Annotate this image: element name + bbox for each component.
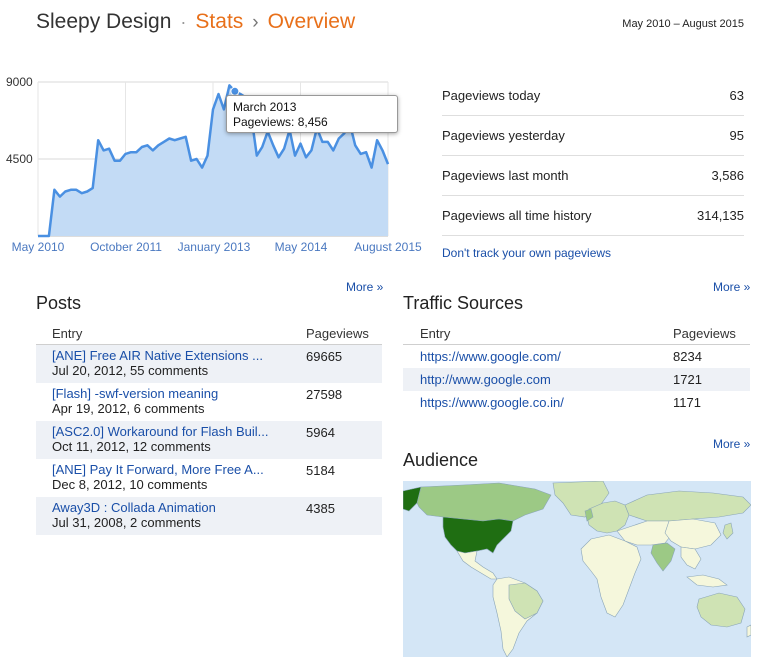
x-tick-label: May 2014	[275, 240, 328, 254]
traffic-source-link[interactable]: http://www.google.com	[420, 372, 551, 387]
y-tick-label: 4500	[6, 152, 33, 166]
stat-value: 314,135	[697, 208, 744, 223]
tooltip-label: March 2013	[233, 100, 297, 114]
audience-more-link[interactable]: More »	[713, 437, 751, 451]
table-row: [ANE] Free AIR Native Extensions ... Jul …	[36, 345, 382, 383]
map-country-europe[interactable]	[586, 500, 630, 534]
post-pageviews: 69665	[306, 349, 343, 364]
x-tick-label: May 2010	[12, 240, 65, 254]
stat-label: Pageviews yesterday	[442, 128, 565, 143]
posts-more-link[interactable]: More »	[346, 280, 384, 294]
traffic-more-link[interactable]: More »	[713, 280, 751, 294]
pageview-stats: Pageviews today 63 Pageviews yesterday 9…	[442, 76, 744, 236]
traffic-pageviews: 1721	[673, 372, 702, 387]
col-pageviews[interactable]: Pageviews	[306, 326, 369, 341]
map-country-indonesia[interactable]	[686, 574, 728, 588]
map-country-africa[interactable]	[580, 534, 642, 618]
post-meta: Apr 19, 2012, 6 comments	[52, 401, 205, 416]
traffic-pageviews: 1171	[673, 395, 701, 410]
table-row: [Flash] -swf-version meaning Apr 19, 2012…	[36, 383, 382, 421]
col-pageviews[interactable]: Pageviews	[673, 326, 736, 341]
post-meta: Jul 31, 2008, 2 comments	[52, 515, 201, 530]
map-country-se-asia[interactable]	[680, 546, 702, 570]
map-country-china[interactable]	[664, 518, 722, 550]
table-row: Away3D : Collada Animation Jul 31, 2008, …	[36, 497, 382, 535]
post-pageviews: 27598	[306, 387, 343, 402]
stat-row-today: Pageviews today 63	[442, 76, 744, 116]
map-country-canada[interactable]	[412, 482, 552, 522]
audience-world-map[interactable]	[403, 481, 751, 657]
map-country-new-zealand[interactable]	[746, 624, 751, 638]
pageviews-line[interactable]	[38, 84, 390, 238]
post-link[interactable]: Away3D : Collada Animation	[52, 500, 216, 515]
table-row: http://www.google.com 1721	[403, 368, 750, 391]
x-tick-label: January 2013	[178, 240, 251, 254]
stat-label: Pageviews all time history	[442, 208, 592, 223]
post-link[interactable]: [ANE] Free AIR Native Extensions ...	[52, 348, 263, 363]
posts-table: Entry Pageviews [ANE] Free AIR Native Ex…	[36, 323, 382, 535]
traffic-source-link[interactable]: https://www.google.com/	[420, 349, 561, 364]
stat-label: Pageviews last month	[442, 168, 569, 183]
map-country-russia[interactable]	[624, 490, 751, 522]
post-meta: Oct 11, 2012, 12 comments	[52, 439, 211, 454]
traffic-source-link[interactable]: https://www.google.co.in/	[420, 395, 564, 410]
map-country-alaska[interactable]	[403, 486, 422, 512]
page-title: Overview	[267, 10, 356, 33]
chart-tooltip: March 2013 Pageviews: 8,456	[226, 95, 398, 133]
stat-row-yesterday: Pageviews yesterday 95	[442, 116, 744, 156]
posts-title: Posts	[36, 293, 82, 313]
pageviews-area	[38, 85, 388, 237]
table-row: [ASC2.0] Workaround for Flash Buil... Oct…	[36, 421, 382, 459]
stat-row-last-month: Pageviews last month 3,586	[442, 156, 744, 196]
traffic-pageviews: 8234	[673, 349, 702, 364]
stat-value: 63	[729, 88, 744, 103]
post-link[interactable]: [ASC2.0] Workaround for Flash Buil...	[52, 424, 269, 439]
post-pageviews: 5184	[306, 463, 335, 478]
table-row: [ANE] Pay It Forward, More Free A... Dec …	[36, 459, 382, 497]
traffic-table: Entry Pageviews https://www.google.com/ …	[403, 323, 750, 414]
dont-track-link[interactable]: Don't track your own pageviews	[442, 246, 612, 260]
map-country-australia[interactable]	[696, 592, 746, 628]
tooltip-value: Pageviews: 8,456	[233, 115, 328, 129]
chevron-right-icon: ›	[252, 12, 259, 33]
stat-label: Pageviews today	[442, 88, 541, 103]
x-tick-label: August 2015	[354, 240, 422, 254]
post-pageviews: 4385	[306, 501, 335, 516]
col-entry[interactable]: Entry	[420, 326, 451, 341]
y-tick-label: 9000	[6, 75, 33, 89]
map-country-japan[interactable]	[722, 522, 734, 540]
post-link[interactable]: [ANE] Pay It Forward, More Free A...	[52, 462, 264, 477]
breadcrumb-stats[interactable]: Stats	[195, 10, 244, 33]
app-name[interactable]: Sleepy Design	[36, 10, 172, 33]
post-pageviews: 5964	[306, 425, 335, 440]
world-map-svg[interactable]	[403, 481, 751, 657]
audience-title: Audience	[403, 450, 479, 470]
post-meta: Dec 8, 2012, 10 comments	[52, 477, 208, 492]
posts-table-header: Entry Pageviews	[36, 323, 382, 345]
map-country-mexico[interactable]	[456, 550, 498, 580]
map-country-brazil[interactable]	[508, 582, 544, 620]
map-country-usa[interactable]	[442, 516, 514, 554]
breadcrumb: Sleepy Design · Stats › Overview	[36, 10, 355, 40]
post-meta: Jul 20, 2012, 55 comments	[52, 363, 209, 378]
traffic-title: Traffic Sources	[403, 293, 524, 313]
date-range[interactable]: May 2010 – August 2015	[622, 18, 744, 30]
stat-row-all-time: Pageviews all time history 314,135	[442, 196, 744, 236]
table-row: https://www.google.com/ 8234	[403, 345, 750, 368]
traffic-table-header: Entry Pageviews	[403, 323, 750, 345]
post-link[interactable]: [Flash] -swf-version meaning	[52, 386, 219, 401]
col-entry[interactable]: Entry	[52, 326, 83, 341]
table-row: https://www.google.co.in/ 1171	[403, 391, 750, 414]
stat-value: 95	[729, 128, 744, 143]
map-country-uk[interactable]	[584, 508, 594, 522]
x-tick-label: October 2011	[90, 240, 162, 254]
stat-value: 3,586	[711, 168, 744, 183]
map-country-india[interactable]	[650, 542, 676, 572]
breadcrumb-separator: ·	[180, 12, 187, 32]
